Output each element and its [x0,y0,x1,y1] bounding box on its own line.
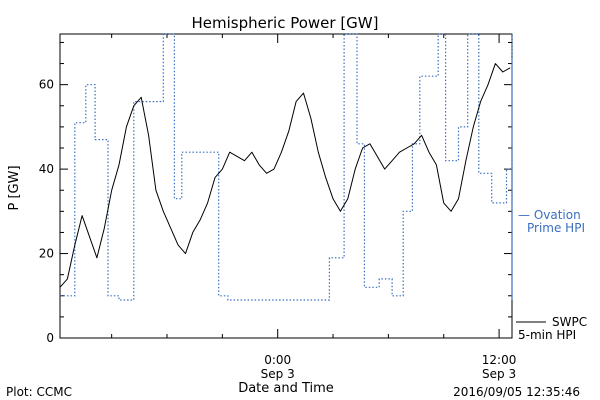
x-tick-label-time: 0:00 [264,353,291,367]
legend-ovation-line2: Prime HPI [527,221,585,235]
legend: — Ovation Prime HPI SWPC 5-min HPI [516,208,587,342]
y-tick-label: 40 [39,162,54,176]
x-tick-label-time: 12:00 [482,353,517,367]
footer-plot-source: Plot: CCMC [6,385,72,399]
chart-title: Hemispheric Power [GW] [192,14,379,32]
legend-swpc-line1: SWPC [552,315,587,329]
legend-ovation-line1: — Ovation [518,208,581,222]
x-tick-label-date: Sep 3 [261,367,295,381]
footer-timestamp: 2016/09/05 12:35:46 [453,385,580,399]
plot-area [59,33,513,339]
y-axis: 0 20 40 60 [39,41,512,345]
series-layer [59,33,513,301]
plot-frame [59,33,513,339]
y-tick-label: 0 [46,331,54,345]
x-tick-label-date: Sep 3 [482,367,516,381]
series-swpc-5min-hpi [59,63,511,288]
x-axis-label: Date and Time [238,381,334,396]
y-axis-label: P [GW] [7,165,22,210]
y-tick-label: 60 [39,78,54,92]
y-tick-label: 20 [39,247,54,261]
legend-swpc-line2: 5-min HPI [518,328,576,342]
series-ovation-prime-hpi [60,33,513,301]
